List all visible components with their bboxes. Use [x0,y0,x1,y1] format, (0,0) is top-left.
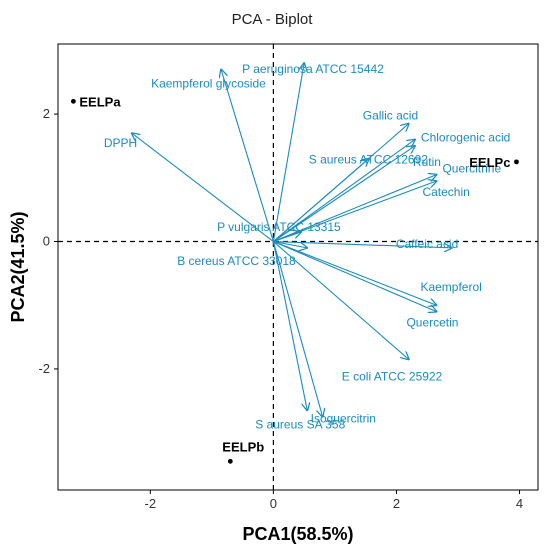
label-caffeic-acid: Caffeic acid [396,237,458,251]
label-isoquercitrin: Isoquercitrin [311,412,376,426]
point-eelpb [227,458,233,464]
vector-p-vulgaris-atcc-13315 [273,232,301,243]
vector-isoquercitrin [272,241,322,417]
x-tick-label: 2 [393,496,400,511]
y-tick-label: -2 [38,361,50,376]
x-tick-label: 0 [270,496,277,511]
vector-kaempferol-glycoside [221,69,274,242]
individual-points: EELPa EELPb EELPc [70,94,519,464]
label-p-vulgaris-atcc-13315: P vulgaris ATCC 13315 [217,220,341,234]
x-tick-label: 4 [516,496,523,511]
label-kaempferol: Kaempferol [420,280,481,294]
label-gallic-acid: Gallic acid [363,109,418,123]
vector-p-aeruginosa-atcc-15442 [272,63,304,242]
label-kaempferol-glycoside: Kaempferol glycoside [151,76,266,90]
label-s-aureus-atcc-12692: S aureus ATCC 12692 [309,153,429,167]
x-tick-label: -2 [145,496,157,511]
vector-rutin [273,146,415,242]
zero-lines [58,44,538,490]
variable-vectors [132,63,452,417]
label-quercetin: Quercetin [406,316,458,330]
label-p-aeruginosa-atcc-15442: P aeruginosa ATCC 15442 [242,62,384,76]
label-rutin: Rutin [413,155,441,169]
point-label-eelpc: EELPc [469,155,510,170]
x-axis-title: PCA1(58.5%) [242,524,353,544]
chart-title: PCA - Biplot [232,11,314,28]
axis-ticks: -2 0 2 4 -2 0 2 [38,106,523,511]
y-axis-title: PCA2(41.5%) [8,211,28,322]
point-eelpa [70,98,76,104]
plot-area-border [57,43,539,491]
vector-chlorogenic-acid [273,140,415,242]
vector-kaempferol [273,241,436,306]
vector-b-cereus-atcc-33018 [273,240,307,248]
vector-e-coli-atcc-25922 [273,241,408,360]
label-e-coli-atcc-25922: E coli ATCC 25922 [342,369,443,383]
label-catechin: Catechin [422,185,469,199]
vector-s-aureus-atcc-12692 [273,159,368,242]
label-b-cereus-atcc-33018: B cereus ATCC 33018 [177,254,296,268]
point-eelpc [514,159,519,165]
label-chlorogenic-acid: Chlorogenic acid [421,131,510,145]
label-dpph: DPPH [104,136,137,150]
vector-caffeic-acid [273,240,451,248]
label-s-aureus-sa-358: S aureus SA 358 [255,417,345,431]
vector-dpph [132,133,274,242]
label-quercitrine: Quercitrine [442,162,501,176]
vector-quercetin [273,241,436,312]
y-tick-label: 2 [43,106,50,121]
point-label-eelpb: EELPb [222,439,264,454]
point-label-eelpa: EELPa [79,94,121,109]
y-tick-label: 0 [43,234,50,249]
vector-s-aureus-sa-358 [272,241,307,411]
